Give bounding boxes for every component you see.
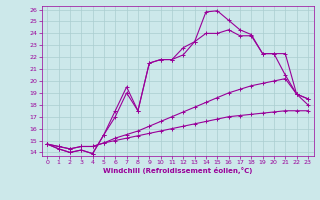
- X-axis label: Windchill (Refroidissement éolien,°C): Windchill (Refroidissement éolien,°C): [103, 167, 252, 174]
